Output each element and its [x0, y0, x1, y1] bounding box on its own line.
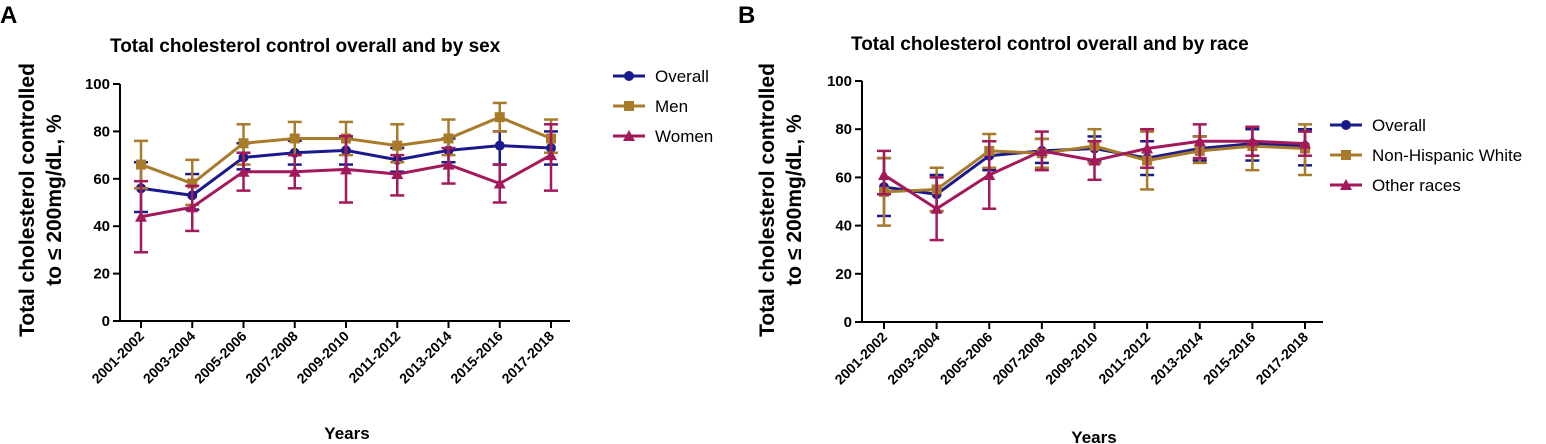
chart-a-data-point [443, 133, 454, 144]
chart-a-legend-marker [624, 71, 634, 81]
chart-a-data-point [136, 159, 146, 170]
chart-b-title: Total cholesterol control overall and by… [851, 34, 1249, 55]
chart-a-legend-item: Men [613, 97, 688, 116]
chart-b-y-tick-label: 20 [835, 266, 852, 283]
chart-a-xlabel: Years [324, 424, 369, 443]
chart-b-data-point [930, 202, 943, 214]
chart-a-title: Total cholesterol control overall and by… [110, 36, 501, 57]
panel-b-letter: B [738, 2, 755, 29]
chart-a-y-tick-label: 20 [93, 266, 110, 283]
chart-b-y-tick-label: 40 [835, 218, 852, 235]
chart-b-y-tick-label: 100 [827, 73, 852, 90]
chart-a-plot: 0204060801002001-20022003-20042005-20062… [85, 76, 570, 386]
chart-b-ylabel-line1: Total cholesterol controlled [756, 63, 779, 337]
chart-a-y-tick-label: 0 [102, 313, 110, 330]
chart-a-x-tick-label: 2013-2014 [396, 328, 455, 387]
chart-a-data-point [135, 210, 147, 222]
chart-b-legend-marker [1341, 150, 1351, 160]
chart-b-x-tick-label: 2009-2010 [1042, 329, 1101, 388]
chart-b-legend-label: Overall [1372, 116, 1426, 135]
chart-b-legend-label: Other races [1372, 176, 1461, 195]
chart-a-data-point [442, 158, 455, 170]
chart-a-legend-label: Women [655, 127, 713, 146]
chart-a-legend-item: Overall [613, 67, 709, 86]
chart-b-x-tick-label: 2003-2004 [884, 329, 943, 388]
chart-b-x-tick-label: 2011-2012 [1095, 329, 1153, 387]
chart-a-legend-marker [623, 130, 635, 141]
chart-a-data-point [340, 163, 352, 175]
chart-a-data-point [238, 138, 249, 149]
chart-a-x-tick-label: 2015-2016 [447, 328, 506, 387]
chart-a-x-tick-label: 2007-2008 [242, 328, 301, 387]
chart-a-x-tick-label: 2009-2010 [293, 328, 352, 387]
chart-a-y-tick-label: 60 [93, 171, 110, 188]
chart-a-legend-marker [624, 101, 634, 111]
chart-a-y-tick-label: 80 [93, 123, 110, 140]
chart-b-x-tick-label: 2013-2014 [1147, 329, 1206, 388]
panel-a: A Total cholesterol control overall and … [0, 2, 713, 443]
chart-b-xlabel: Years [1071, 428, 1116, 444]
chart-b-legend-marker [1340, 179, 1352, 190]
chart-a-data-point [494, 140, 505, 151]
chart-b-data-point [1035, 144, 1048, 156]
chart-a-data-point [494, 112, 505, 123]
chart-b-legend-marker [1341, 120, 1351, 130]
chart-a-ylabel-line2: to ≤ 200mg/dL, % [43, 114, 66, 286]
chart-b-plot: 0204060801002001-20022003-20042005-20062… [827, 73, 1323, 387]
chart-a-data-point [493, 177, 506, 189]
chart-b-x-tick-label: 2007-2008 [989, 329, 1048, 388]
chart-a-data-point [186, 201, 199, 213]
chart-b-x-tick-label: 2015-2016 [1200, 329, 1259, 388]
chart-a-data-point [289, 133, 300, 144]
chart-a-x-tick-label: 2001-2002 [88, 328, 147, 387]
chart-b-x-tick-label: 2001-2002 [831, 329, 890, 388]
chart-b-legend-item: Other races [1330, 176, 1461, 195]
chart-a-x-tick-label: 2017-2018 [498, 328, 557, 387]
chart-b-y-tick-label: 60 [835, 169, 852, 186]
chart-b-legend-item: Non-Hispanic White [1330, 146, 1522, 165]
chart-a-legend-label: Men [655, 97, 688, 116]
chart-a-series-women [134, 123, 558, 254]
chart-a-ylabel: Total cholesterol controlled to ≤ 200mg/… [16, 63, 66, 337]
chart-b-legend: Overall Non-Hispanic White Other races [1330, 116, 1522, 195]
chart-b-series-other-races [877, 123, 1312, 242]
chart-b-legend-label: Non-Hispanic White [1372, 146, 1522, 165]
chart-a-data-point [187, 178, 198, 189]
chart-a-x-tick-label: 2005-2006 [191, 328, 250, 387]
chart-a-y-tick-label: 100 [85, 76, 110, 93]
chart-b-data-point [1299, 137, 1311, 149]
chart-b-x-tick-label: 2017-2018 [1252, 329, 1311, 388]
chart-a-legend-label: Overall [655, 67, 709, 86]
chart-b-y-tick-label: 80 [835, 121, 852, 138]
chart-a-x-tick-label: 2003-2004 [140, 328, 199, 387]
chart-a-data-point [237, 165, 250, 177]
chart-b-data-point [1088, 154, 1101, 166]
chart-a-ylabel-line1: Total cholesterol controlled [16, 63, 39, 337]
chart-b-data-point [878, 168, 890, 180]
chart-a-data-point [391, 168, 404, 180]
chart-b-ylabel-line2: to ≤ 200mg/dL, % [783, 114, 806, 286]
chart-b-data-point [1246, 135, 1259, 147]
chart-a-data-point [288, 165, 301, 177]
chart-b-y-tick-label: 0 [844, 314, 852, 331]
chart-a-legend: Overall Men Women [613, 67, 713, 146]
chart-b-legend-item: Overall [1330, 116, 1426, 135]
chart-a-data-point [392, 140, 403, 151]
chart-a-data-point [545, 149, 557, 161]
panel-a-letter: A [0, 2, 17, 29]
panel-b: B Total cholesterol control overall and … [738, 2, 1522, 444]
chart-b-x-tick-label: 2005-2006 [937, 329, 996, 388]
chart-a-y-tick-label: 40 [93, 218, 110, 235]
chart-b-data-point [1141, 142, 1154, 154]
chart-a-x-tick-label: 2011-2012 [345, 328, 403, 386]
chart-a-legend-item: Women [613, 127, 713, 146]
chart-b-ylabel: Total cholesterol controlled to ≤ 200mg/… [756, 63, 806, 337]
chart-b-data-point [983, 168, 996, 180]
chart-b-data-point [1193, 135, 1206, 147]
